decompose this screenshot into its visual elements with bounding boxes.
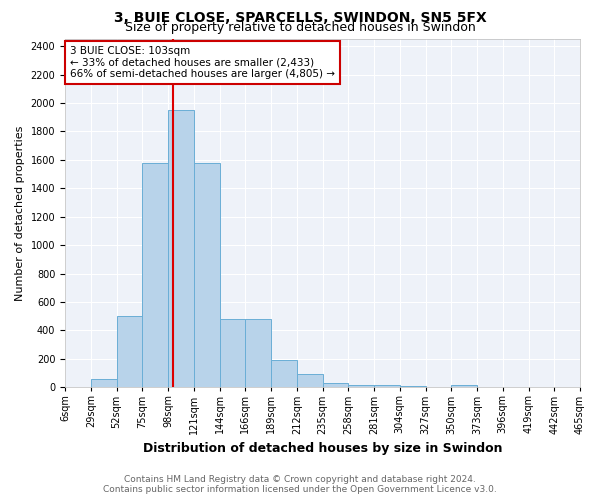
Bar <box>220 319 245 388</box>
Text: Contains HM Land Registry data © Crown copyright and database right 2024.
Contai: Contains HM Land Registry data © Crown c… <box>103 474 497 494</box>
Bar <box>168 110 194 388</box>
Bar <box>451 384 477 388</box>
Bar <box>374 385 400 388</box>
Bar <box>142 162 168 388</box>
Bar <box>245 319 271 388</box>
Bar <box>348 384 374 388</box>
Text: 3 BUIE CLOSE: 103sqm
← 33% of detached houses are smaller (2,433)
66% of semi-de: 3 BUIE CLOSE: 103sqm ← 33% of detached h… <box>70 46 335 79</box>
Bar <box>297 374 323 388</box>
Text: Size of property relative to detached houses in Swindon: Size of property relative to detached ho… <box>125 22 475 35</box>
Bar <box>116 316 142 388</box>
X-axis label: Distribution of detached houses by size in Swindon: Distribution of detached houses by size … <box>143 442 502 455</box>
Bar <box>323 383 348 388</box>
Text: 3, BUIE CLOSE, SPARCELLS, SWINDON, SN5 5FX: 3, BUIE CLOSE, SPARCELLS, SWINDON, SN5 5… <box>113 11 487 25</box>
Y-axis label: Number of detached properties: Number of detached properties <box>15 126 25 301</box>
Bar <box>400 386 425 388</box>
Bar <box>271 360 297 388</box>
Bar <box>91 379 116 388</box>
Bar <box>194 162 220 388</box>
